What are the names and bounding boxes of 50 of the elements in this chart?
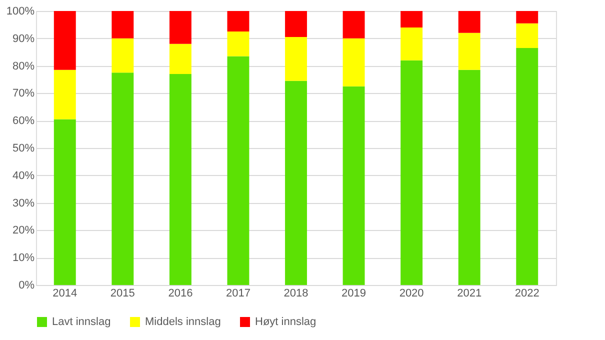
- bar: [112, 72, 134, 285]
- y-tick-label: 50%: [12, 142, 35, 154]
- bar: [54, 11, 76, 70]
- bar: [342, 11, 365, 38]
- x-tick-label: 2015: [110, 288, 135, 300]
- bar: [458, 32, 480, 70]
- y-tick-label: 90%: [12, 32, 35, 45]
- legend-label: Middels innslag: [145, 316, 221, 328]
- x-tick-label: 2017: [226, 288, 250, 300]
- bar: [342, 38, 365, 86]
- bar: [458, 70, 480, 285]
- bar: [458, 11, 480, 33]
- x-tick-label: 2021: [457, 288, 482, 300]
- bar: [285, 11, 307, 38]
- y-tick-label: 0%: [18, 280, 35, 292]
- x-tick-label: 2022: [514, 288, 540, 300]
- legend-label: Høyt innslag: [255, 316, 316, 328]
- x-tick-label: 2019: [342, 288, 366, 300]
- y-tick-label: 60%: [12, 115, 35, 128]
- y-tick-label: 40%: [12, 170, 35, 182]
- bar: [516, 11, 538, 24]
- y-tick-label: 100%: [6, 6, 35, 18]
- x-tick-label: 2020: [399, 288, 424, 300]
- bar: [54, 70, 76, 120]
- bar: [112, 11, 134, 38]
- bar: [112, 38, 134, 73]
- y-tick-label: 20%: [12, 224, 35, 237]
- y-tick-label: 30%: [12, 197, 35, 210]
- bar: [400, 27, 423, 60]
- legend-label: Lavt innslag: [52, 316, 111, 328]
- x-tick-label: 2018: [284, 288, 308, 300]
- bar: [227, 32, 250, 56]
- bar: [227, 56, 250, 285]
- x-tick-label: 2014: [52, 288, 78, 300]
- bar: [54, 119, 76, 285]
- y-tick-label: 70%: [12, 88, 35, 100]
- bar: [227, 11, 250, 32]
- bar: [285, 80, 307, 285]
- bar: [342, 86, 365, 285]
- bar: [169, 74, 192, 285]
- bar: [169, 44, 192, 74]
- bar: [516, 48, 538, 285]
- bar: [516, 23, 538, 48]
- bar: [285, 37, 307, 81]
- bar: [400, 60, 423, 285]
- x-tick-label: 2016: [168, 288, 193, 300]
- y-tick-label: 10%: [12, 252, 35, 264]
- bar: [400, 11, 423, 28]
- bar: [169, 11, 192, 44]
- y-tick-label: 80%: [12, 60, 35, 72]
